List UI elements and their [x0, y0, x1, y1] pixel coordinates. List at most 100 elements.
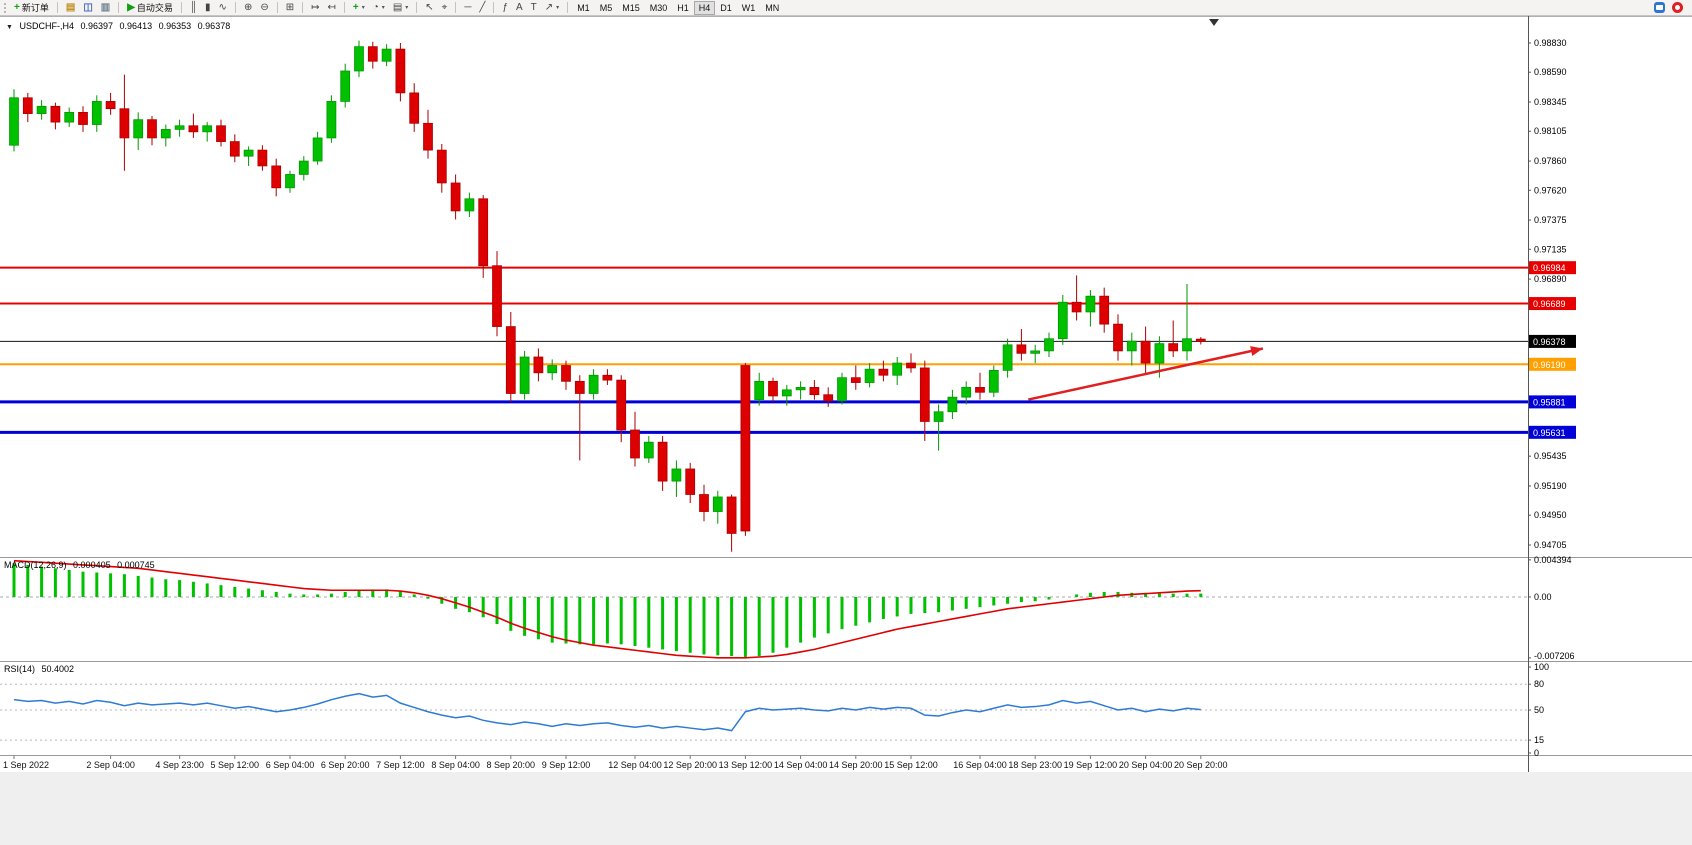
- rsi-line: [13, 692, 1201, 732]
- dropdown-arrow-icon: ▾: [381, 5, 385, 11]
- community-icon[interactable]: [1654, 2, 1665, 13]
- trendline-icon: ╱: [479, 1, 486, 13]
- toolbar-grip[interactable]: [4, 2, 7, 13]
- tile-windows-icon: ⊞: [285, 1, 295, 13]
- price-badge: 0.95631: [1529, 425, 1576, 439]
- line-chart-button[interactable]: ∿: [215, 1, 231, 15]
- toolbar-separator: [56, 2, 58, 13]
- date-label: 12 Sep 04:00: [608, 760, 662, 770]
- arrows-button[interactable]: ↗ ▾: [541, 1, 563, 15]
- date-label: 5 Sep 12:00: [211, 760, 260, 770]
- macd-axis-label: -0.007206: [1534, 651, 1575, 661]
- bars-chart-icon: ║: [189, 1, 198, 13]
- price-badge-value: 0.96689: [1533, 299, 1566, 309]
- date-label: 4 Sep 23:00: [155, 760, 204, 770]
- profiles-button[interactable]: ◫: [79, 1, 96, 15]
- timeframe-mn-label: MN: [765, 2, 780, 13]
- timeframe-m5-button[interactable]: M5: [595, 1, 618, 15]
- timeframe-h1-button[interactable]: H1: [672, 1, 694, 15]
- rsi-axis-label: 15: [1534, 735, 1544, 745]
- timeframe-m1-button[interactable]: M1: [572, 1, 595, 15]
- new-chart-button[interactable]: ▤: [62, 1, 79, 15]
- tile-windows-button[interactable]: ⊞: [282, 1, 298, 15]
- bars-chart-button[interactable]: ║: [186, 1, 201, 15]
- time-axis[interactable]: 1 Sep 2022 2 Sep 04:00 4 Sep 23:00 5 Sep 12…: [3, 755, 1228, 771]
- timeframe-m15-button[interactable]: M15: [617, 1, 645, 15]
- horizontal-line-button[interactable]: ─: [460, 1, 475, 15]
- candle: [478, 198, 489, 267]
- candle: [36, 105, 47, 114]
- indicators-button[interactable]: + ▾: [349, 1, 369, 15]
- candle: [1182, 338, 1192, 352]
- timeframe-mn-button[interactable]: MN: [760, 1, 784, 15]
- candles-layer: [9, 40, 1206, 552]
- timeframe-d1-button[interactable]: D1: [715, 1, 737, 15]
- price-badge-value: 0.95881: [1533, 397, 1566, 407]
- crosshair-button[interactable]: ⌖: [438, 1, 452, 15]
- dropdown-arrow-icon: ▾: [405, 5, 409, 11]
- timeframe-h4-button[interactable]: H4: [693, 0, 716, 15]
- symbol-dropdown-icon[interactable]: ▼: [6, 24, 13, 31]
- candle: [699, 494, 709, 512]
- zoom-out-button[interactable]: ⊖: [256, 1, 272, 15]
- data-window-button[interactable]: ▥: [97, 1, 114, 15]
- rsi-axis-label: 80: [1534, 679, 1544, 689]
- timeframe-w1-button[interactable]: W1: [737, 1, 761, 15]
- price-axis-label: 0.95435: [1534, 451, 1567, 461]
- timeframe-h4-label: H4: [698, 2, 711, 13]
- price-axis: 0.98830 0.98590 0.98345 0.98105 0.97860 0.976…: [1528, 38, 1567, 550]
- scroll-end-marker-icon[interactable]: [1209, 19, 1219, 26]
- symbol-period-label: USDCHF-,H4: [19, 21, 74, 31]
- candle: [395, 48, 406, 94]
- periods-button[interactable]: ◔ ▾: [369, 1, 389, 15]
- fibonacci-icon: ƒ: [502, 1, 508, 13]
- candles-chart-button[interactable]: ▮: [201, 1, 215, 15]
- candles-chart-icon: ▮: [205, 1, 211, 13]
- toolbar-separator: [567, 2, 569, 13]
- fibonacci-button[interactable]: ƒ: [498, 1, 512, 15]
- candle: [505, 326, 516, 394]
- data-window-icon: ▥: [100, 1, 111, 13]
- timeframe-m30-button[interactable]: M30: [645, 1, 673, 15]
- toolbar-group: M1 M5 M15 M30 H1 H4 D1 W1 MN: [572, 0, 784, 15]
- text-button[interactable]: A: [512, 1, 527, 15]
- candle: [202, 125, 213, 133]
- candle: [906, 362, 916, 369]
- label-button[interactable]: T: [527, 1, 541, 15]
- cursor-button[interactable]: ↖: [421, 1, 437, 15]
- new-order-button[interactable]: + 新订单: [10, 1, 53, 15]
- open-value: 0.96397: [80, 21, 114, 31]
- date-label: 20 Sep 04:00: [1119, 760, 1173, 770]
- candle: [561, 365, 571, 382]
- rsi-axis-label: 100: [1534, 662, 1549, 672]
- templates-button[interactable]: ▤ ▾: [389, 1, 412, 15]
- date-label: 20 Sep 20:00: [1174, 760, 1228, 770]
- price-badge-value: 0.96378: [1533, 337, 1566, 347]
- date-label: 14 Sep 04:00: [774, 760, 828, 770]
- candle: [961, 387, 972, 398]
- macd-axis-label: 0.00: [1534, 592, 1552, 602]
- chart-shift-button[interactable]: ↤: [324, 1, 340, 15]
- candle: [50, 105, 61, 123]
- notification-icon[interactable]: [1672, 2, 1683, 13]
- autotrading-button[interactable]: ▶ 自动交易: [123, 1, 177, 15]
- trend-arrow-object[interactable]: [1028, 346, 1264, 401]
- bottom-empty-area: [0, 773, 1692, 845]
- macd-signal-value: 0.000745: [117, 560, 155, 570]
- templates-icon: ▤: [392, 1, 403, 13]
- label-icon: T: [530, 1, 537, 13]
- candle: [1126, 340, 1137, 352]
- new-order-label: 新订单: [21, 3, 49, 13]
- zoom-in-button[interactable]: ⊕: [240, 1, 256, 15]
- price-axis-label: 0.97620: [1534, 185, 1567, 195]
- arrows-icon: ↗: [544, 1, 554, 13]
- auto-scroll-button[interactable]: ↦: [307, 1, 323, 15]
- date-label: 8 Sep 04:00: [431, 760, 480, 770]
- candle: [768, 380, 778, 397]
- rsi-indicator-label: RSI(14) 50.4002: [4, 664, 78, 674]
- candle: [740, 365, 751, 532]
- date-label: 6 Sep 04:00: [266, 760, 315, 770]
- trendline-button[interactable]: ╱: [475, 1, 489, 15]
- toolbar-group: ƒ A T ↗ ▾: [498, 0, 563, 15]
